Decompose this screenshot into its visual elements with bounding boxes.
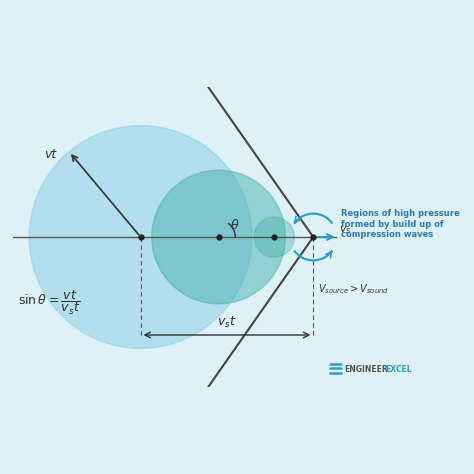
Text: $v_s t$: $v_s t$ [217, 315, 237, 330]
Text: ENGINEER: ENGINEER [345, 365, 388, 374]
Text: Regions of high pressure
formed by build up of
compression waves: Regions of high pressure formed by build… [341, 209, 460, 239]
Text: $\theta$: $\theta$ [230, 218, 239, 232]
Text: EXCEL: EXCEL [386, 365, 412, 374]
Text: $v_s$: $v_s$ [339, 225, 351, 237]
Text: vt: vt [45, 148, 57, 161]
Text: $V_{source} > V_{sound}$: $V_{source} > V_{sound}$ [318, 283, 389, 297]
Circle shape [254, 217, 294, 257]
Circle shape [152, 170, 285, 304]
Circle shape [29, 126, 252, 348]
Text: $\sin\theta = \dfrac{vt}{v_s t}$: $\sin\theta = \dfrac{vt}{v_s t}$ [18, 290, 81, 318]
